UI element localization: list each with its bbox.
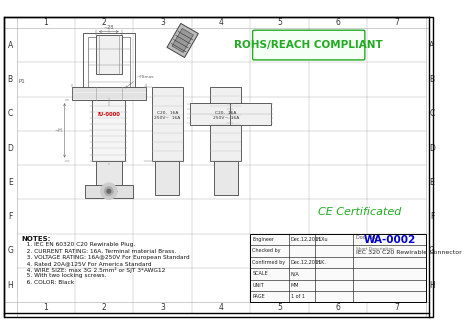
Text: IEC 320 C20 Rewirable Connector: IEC 320 C20 Rewirable Connector xyxy=(356,250,462,255)
Text: MM: MM xyxy=(291,283,300,288)
Text: E: E xyxy=(429,178,434,187)
Text: 5. With two locking screws.: 5. With two locking screws. xyxy=(21,274,107,279)
Text: 1: 1 xyxy=(44,18,48,27)
Circle shape xyxy=(100,183,117,199)
Bar xyxy=(167,23,198,57)
Text: A: A xyxy=(429,40,435,49)
Text: D: D xyxy=(429,144,435,153)
Text: IU-0000: IU-0000 xyxy=(97,112,120,117)
Text: 250V~  16A: 250V~ 16A xyxy=(154,116,181,120)
Text: Dec.12,2011: Dec.12,2011 xyxy=(291,237,322,242)
Bar xyxy=(96,161,122,195)
Bar xyxy=(152,87,183,161)
Text: ~F8max: ~F8max xyxy=(137,75,154,79)
Text: 6: 6 xyxy=(336,18,340,27)
Text: B: B xyxy=(429,75,435,84)
Text: 1: 1 xyxy=(44,304,48,312)
Text: WA-0002: WA-0002 xyxy=(364,234,416,244)
Text: 6. COLOR: Black: 6. COLOR: Black xyxy=(21,280,74,285)
Bar xyxy=(210,87,241,161)
Text: Checked by: Checked by xyxy=(252,248,281,254)
Text: H: H xyxy=(429,281,435,290)
Text: C: C xyxy=(429,109,435,118)
Bar xyxy=(96,35,122,74)
Bar xyxy=(250,234,426,302)
Text: H.Xu: H.Xu xyxy=(317,237,328,242)
Text: Confirmed by: Confirmed by xyxy=(252,260,285,265)
Bar xyxy=(190,103,230,125)
Bar xyxy=(72,87,146,100)
Text: 2. CURRENT RATING: 16A, Terminal material Brass.: 2. CURRENT RATING: 16A, Terminal materia… xyxy=(21,248,176,254)
Text: 2: 2 xyxy=(102,304,107,312)
Text: C20-  16A: C20- 16A xyxy=(156,111,178,115)
Text: UNIT: UNIT xyxy=(252,283,264,288)
Text: G: G xyxy=(7,246,13,256)
Text: A: A xyxy=(8,40,13,49)
Text: Doc. No.: Doc. No. xyxy=(356,235,377,240)
Bar xyxy=(230,103,271,125)
Text: P1: P1 xyxy=(18,79,25,84)
Bar xyxy=(92,100,126,161)
Text: 7: 7 xyxy=(394,18,399,27)
Text: 1. IEC EN 60320 C20 Rewirable Plug.: 1. IEC EN 60320 C20 Rewirable Plug. xyxy=(21,242,136,247)
Text: 4. WIRE SIZE: max 3G 2.5mm² or SJT 3*AWG12: 4. WIRE SIZE: max 3G 2.5mm² or SJT 3*AWG… xyxy=(21,267,165,273)
Text: F: F xyxy=(8,212,12,221)
Text: ~H: ~H xyxy=(55,128,63,133)
Text: PAGE: PAGE xyxy=(252,294,265,299)
Text: 4: 4 xyxy=(219,304,224,312)
Bar xyxy=(88,37,130,94)
Text: ROHS/REACH COMPLIANT: ROHS/REACH COMPLIANT xyxy=(234,40,383,50)
Text: 250V~  16A: 250V~ 16A xyxy=(212,116,239,120)
Text: H.K.: H.K. xyxy=(317,260,327,265)
Text: 3: 3 xyxy=(160,18,165,27)
Text: H: H xyxy=(7,281,13,290)
Text: CE Certificated: CE Certificated xyxy=(318,207,401,217)
Text: C20-  16A: C20- 16A xyxy=(215,111,237,115)
Circle shape xyxy=(104,187,113,196)
Text: 6: 6 xyxy=(336,304,340,312)
Text: Dec.12,2011: Dec.12,2011 xyxy=(291,260,322,265)
Bar xyxy=(83,32,135,99)
Text: 4: 4 xyxy=(219,18,224,27)
Text: 2: 2 xyxy=(102,18,107,27)
Text: C: C xyxy=(8,109,13,118)
Text: 3: 3 xyxy=(160,304,165,312)
Text: Short Description: Short Description xyxy=(356,246,394,250)
Text: F: F xyxy=(430,212,434,221)
Bar xyxy=(85,185,133,198)
Text: D: D xyxy=(7,144,13,153)
Text: SCALE: SCALE xyxy=(252,271,268,276)
Text: Engineer: Engineer xyxy=(252,237,274,242)
Text: 5: 5 xyxy=(277,18,282,27)
Bar xyxy=(172,28,193,52)
Text: 3. VOLTAGE RATING: 16A@250V For European Standard: 3. VOLTAGE RATING: 16A@250V For European… xyxy=(21,255,190,260)
Text: 4. Rated 20A@125V For America Standard: 4. Rated 20A@125V For America Standard xyxy=(21,261,152,266)
FancyBboxPatch shape xyxy=(253,30,365,60)
Text: B: B xyxy=(8,75,13,84)
Text: 5: 5 xyxy=(277,304,282,312)
Text: 1 of 1: 1 of 1 xyxy=(291,294,305,299)
Text: ~28: ~28 xyxy=(104,25,114,30)
Circle shape xyxy=(107,189,110,193)
Text: E: E xyxy=(8,178,12,187)
Bar xyxy=(214,161,237,195)
Bar xyxy=(155,161,179,195)
Text: G: G xyxy=(429,246,435,256)
Text: 7: 7 xyxy=(394,304,399,312)
Text: NOTES:: NOTES: xyxy=(21,235,51,241)
Text: N/A: N/A xyxy=(291,271,300,276)
